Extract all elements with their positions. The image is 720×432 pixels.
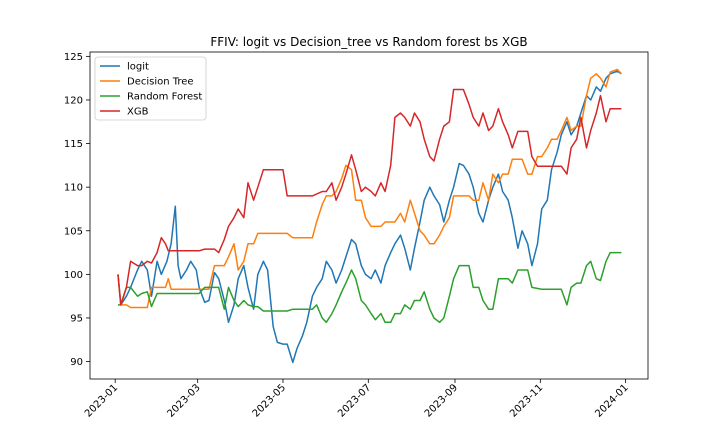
- legend-box: [94, 56, 207, 121]
- chart-title: FFIV: logit vs Decision_tree vs Random f…: [210, 35, 527, 49]
- series-line-logit: [117, 70, 622, 364]
- series-line-random-forest: [118, 251, 622, 324]
- y-tick-label: 120: [64, 95, 83, 106]
- legend-label: logit: [127, 62, 149, 73]
- series-line-decision-tree: [117, 68, 622, 309]
- y-tick-label: 90: [70, 357, 83, 368]
- legend-label: Random Forest: [127, 92, 202, 103]
- y-tick-label: 100: [64, 270, 83, 281]
- plot-frame: [89, 51, 649, 380]
- legend-label: Decision Tree: [127, 77, 194, 88]
- series-line-xgb: [117, 88, 622, 306]
- legend: logit Decision Tree Random Forest XGB: [94, 56, 207, 121]
- y-tick-label: 110: [64, 183, 83, 194]
- y-tick-label: 115: [64, 139, 83, 150]
- legend-label: XGB: [127, 107, 149, 118]
- series-layer: [117, 68, 622, 364]
- y-tick-label: 95: [70, 313, 83, 324]
- y-tick-label: 105: [64, 226, 83, 237]
- y-tick-label: 125: [64, 52, 83, 63]
